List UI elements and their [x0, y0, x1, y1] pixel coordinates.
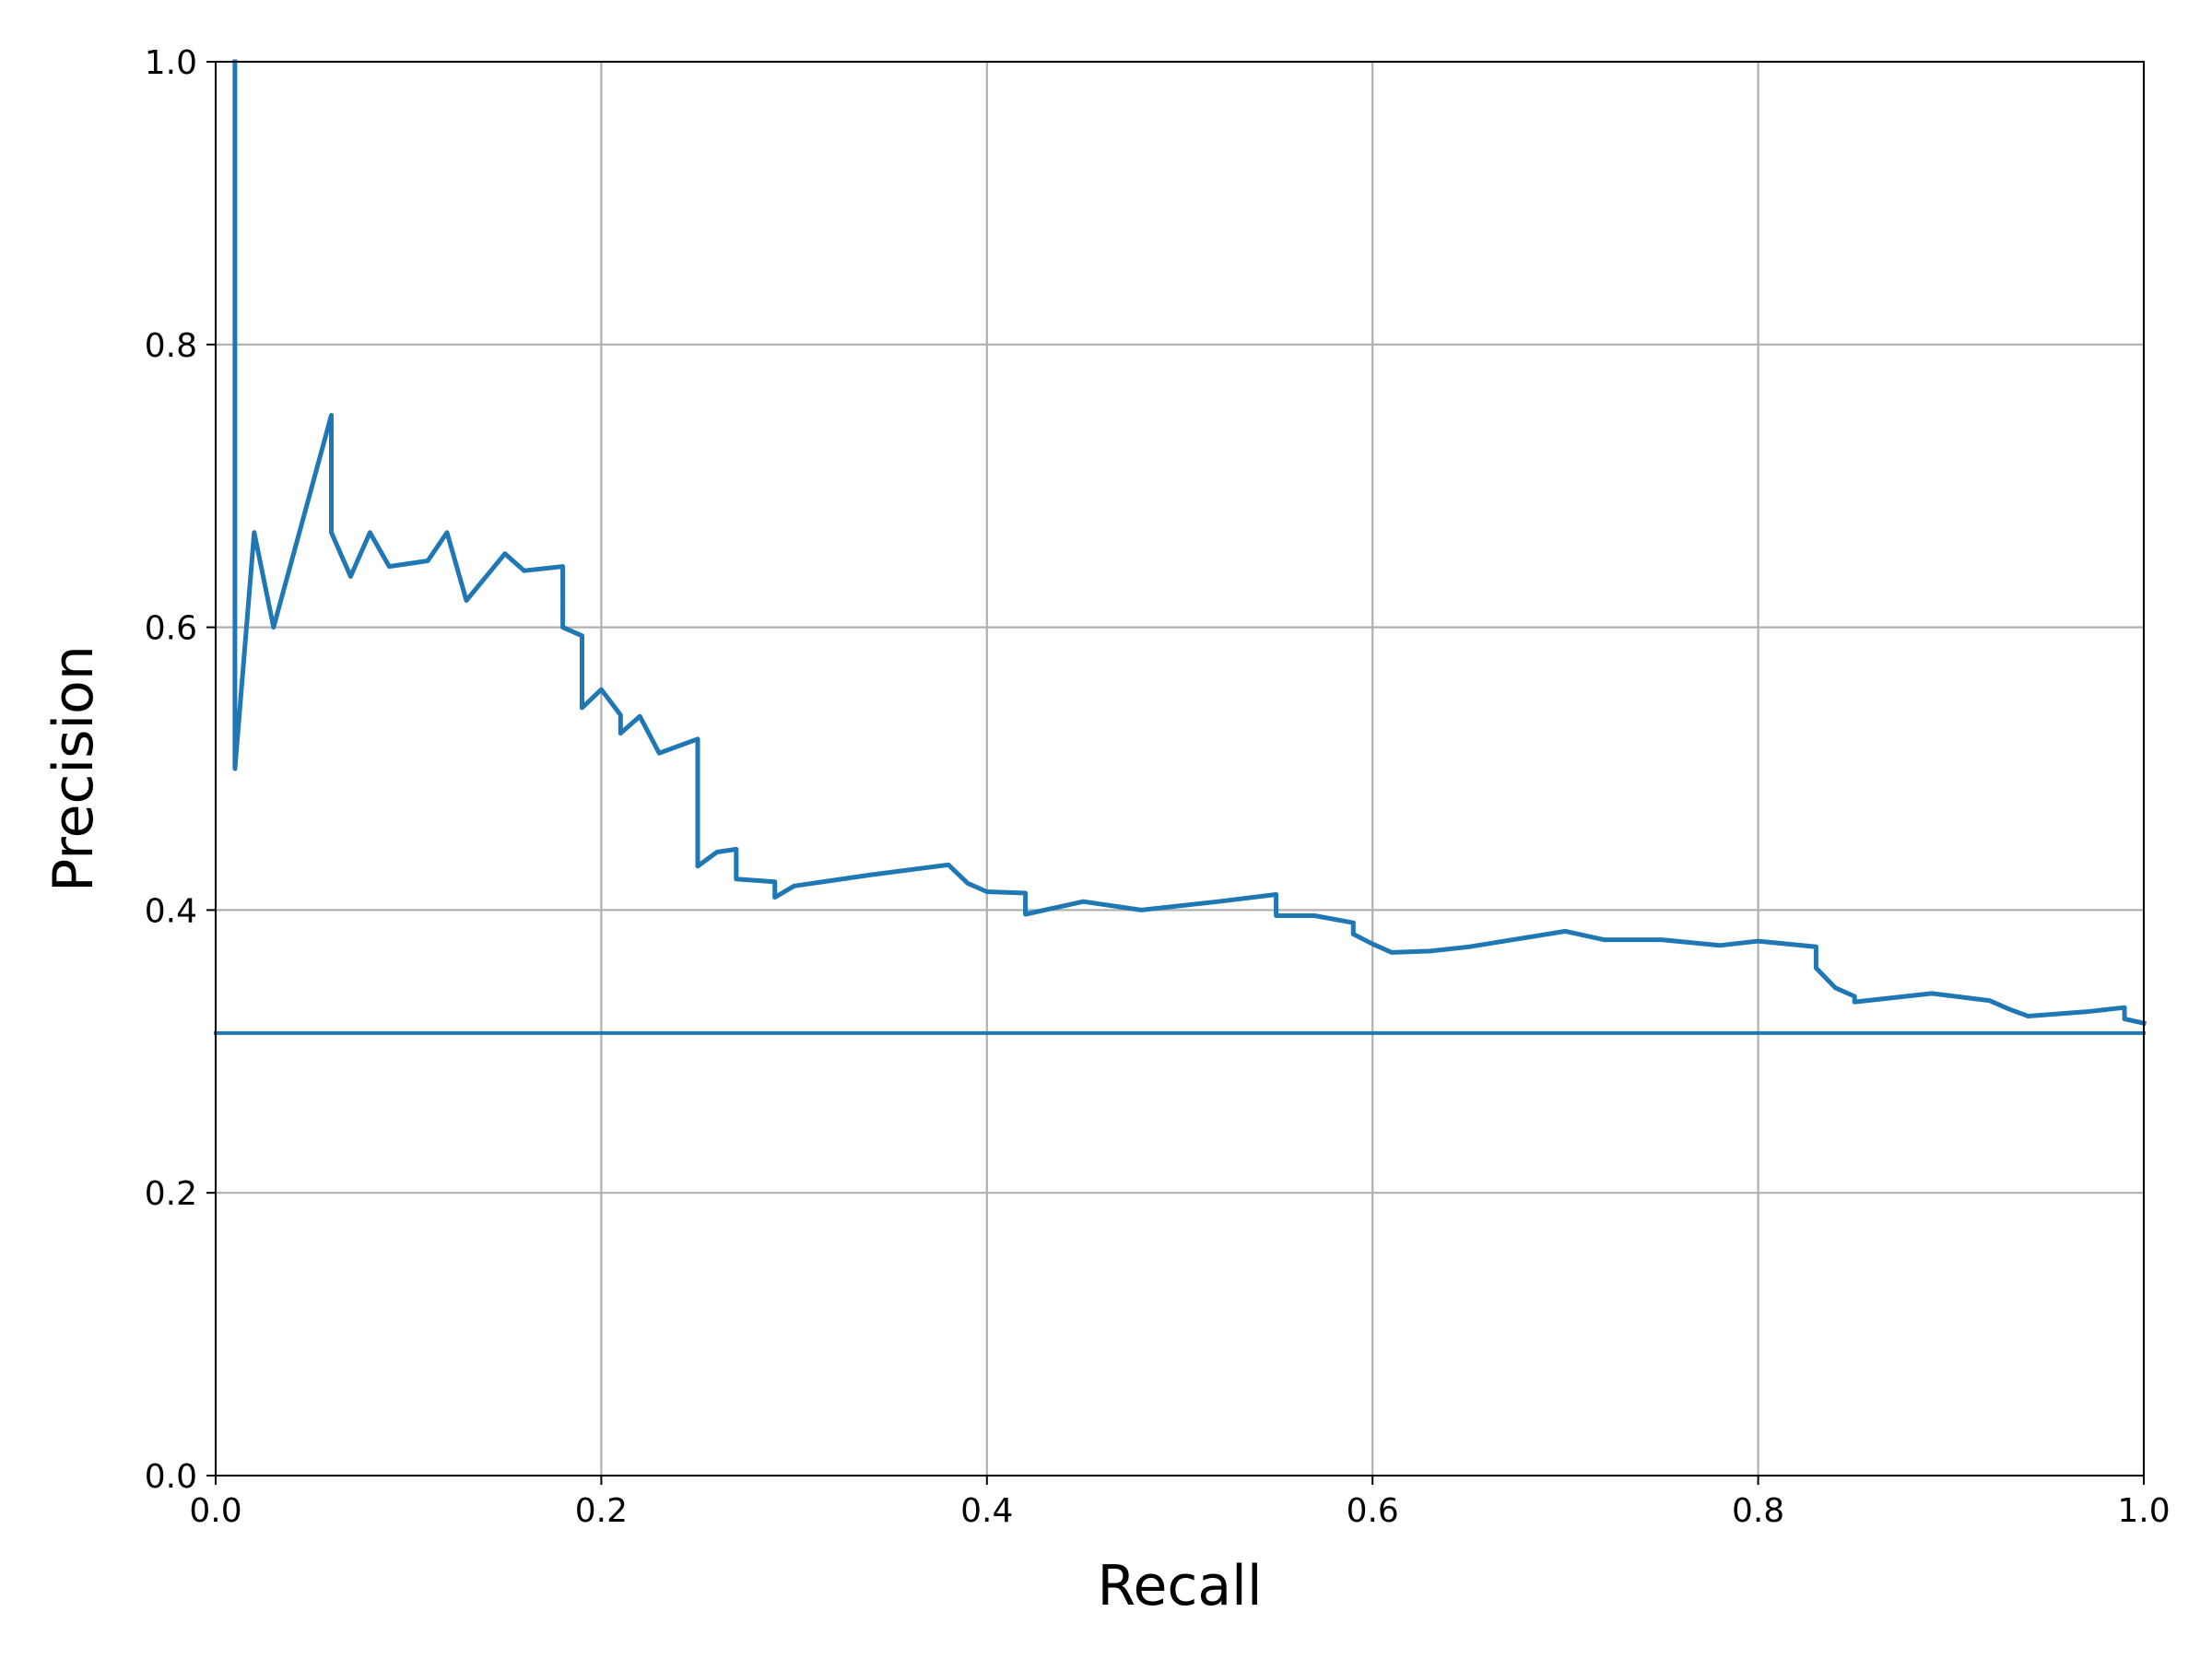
plot-frame	[215, 61, 2145, 1477]
y-axis-label: Precision	[41, 645, 106, 892]
x-tick-label: 0.2	[575, 1492, 628, 1530]
grid	[214, 60, 2146, 1477]
x-axis-ticks: 0.0 0.2 0.4 0.6 0.8 1.0	[189, 1476, 2171, 1530]
x-tick-label: 0.8	[1732, 1492, 1784, 1530]
y-tick-label: 1.0	[145, 44, 197, 82]
y-tick-label: 0.8	[145, 327, 197, 365]
y-tick-label: 0.4	[145, 892, 197, 930]
y-axis-ticks: 0.0 0.2 0.4 0.6 0.8 1.0	[145, 44, 216, 1496]
precision-recall-curve	[232, 59, 2147, 1027]
series-layer	[214, 59, 2147, 1035]
x-tick-label: 0.4	[960, 1492, 1013, 1530]
y-tick-label: 0.6	[145, 610, 197, 648]
x-tick-label: 0.6	[1347, 1492, 1399, 1530]
y-tick-label: 0.0	[145, 1458, 197, 1496]
y-tick-label: 0.2	[145, 1175, 197, 1213]
x-tick-label: 1.0	[2117, 1492, 2170, 1530]
x-axis-label: Recall	[1097, 1554, 1262, 1618]
x-tick-label: 0.0	[189, 1492, 241, 1530]
